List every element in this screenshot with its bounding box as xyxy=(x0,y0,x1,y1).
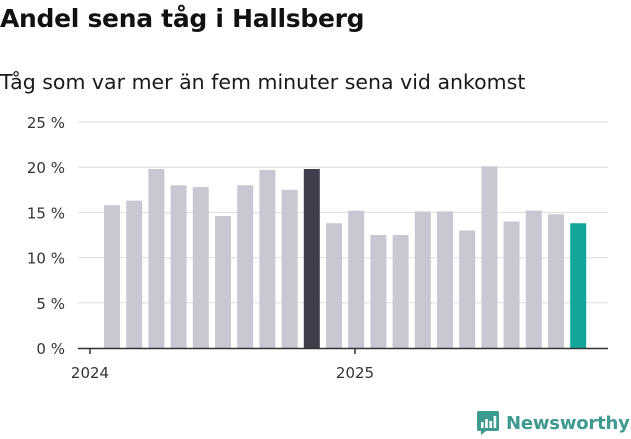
y-tick-label: 25 % xyxy=(27,114,65,132)
chart-subtitle: Tåg som var mer än fem minuter sena vid … xyxy=(0,70,526,94)
bar xyxy=(104,205,120,348)
x-tick-label: 2024 xyxy=(71,364,109,382)
bar xyxy=(548,214,564,348)
bar xyxy=(525,210,542,348)
bar xyxy=(503,221,520,348)
bars xyxy=(104,166,587,348)
x-tick-label: 2025 xyxy=(336,364,374,382)
y-tick-label: 10 % xyxy=(27,250,65,268)
y-tick-label: 5 % xyxy=(36,295,65,313)
y-tick-label: 0 % xyxy=(36,340,65,358)
bar xyxy=(170,185,187,348)
bar xyxy=(370,235,387,348)
bar xyxy=(392,235,409,348)
bar xyxy=(237,185,254,348)
y-tick-label: 20 % xyxy=(27,159,65,177)
bar xyxy=(481,166,498,348)
bar xyxy=(348,210,365,348)
bar xyxy=(148,169,165,348)
bar xyxy=(326,223,342,348)
newsworthy-logo-icon xyxy=(477,411,499,435)
newsworthy-logo: Newsworthy xyxy=(476,408,630,438)
bar xyxy=(215,216,231,348)
bar xyxy=(570,223,587,348)
bar xyxy=(303,169,320,348)
bar xyxy=(414,211,431,348)
bar xyxy=(459,230,476,348)
newsworthy-logo-text: Newsworthy xyxy=(506,412,630,434)
y-tick-label: 15 % xyxy=(27,204,65,222)
chart-title: Andel sena tåg i Hallsberg xyxy=(0,4,365,33)
x-axis-ticks: 2024 2025 xyxy=(71,348,374,382)
bar xyxy=(281,189,298,348)
bar xyxy=(437,211,453,348)
bar xyxy=(126,200,143,348)
bar xyxy=(259,169,276,348)
bar xyxy=(192,187,209,348)
y-axis-ticks: 0 % 5 % 10 % 15 % 20 % 25 % xyxy=(27,114,65,358)
gridlines xyxy=(78,121,608,304)
